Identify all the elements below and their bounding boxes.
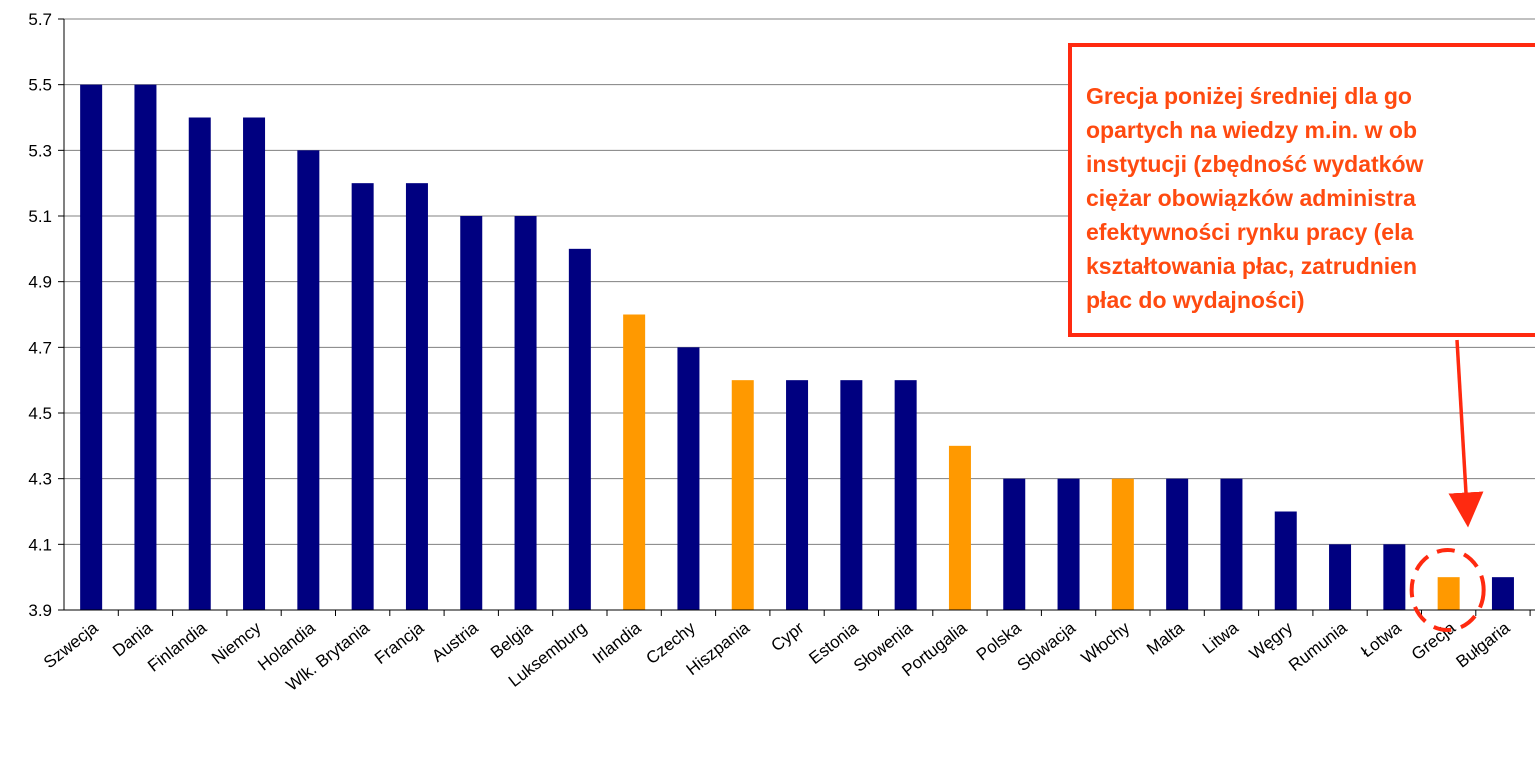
x-tick-label: Dania: [109, 618, 156, 661]
x-tick-label: Belgia: [487, 618, 536, 662]
y-tick-label: 3.9: [28, 601, 52, 620]
bar: [731, 380, 754, 610]
y-tick-label: 4.1: [28, 535, 52, 554]
bar: [243, 117, 266, 610]
bar: [1329, 544, 1352, 610]
bar: [1383, 544, 1406, 610]
annotation-box: Grecja poniżej średniej dla go opartych …: [1068, 43, 1535, 337]
bar: [405, 183, 428, 610]
y-tick-label: 5.5: [28, 76, 52, 95]
y-tick-label: 5.7: [28, 10, 52, 29]
bar: [623, 314, 646, 610]
x-tick-label: Malta: [1143, 618, 1188, 659]
x-tick-label: Litwa: [1199, 618, 1242, 658]
bar: [568, 248, 591, 611]
bar: [840, 380, 863, 610]
bar: [1274, 511, 1297, 610]
x-tick-label: Irlandia: [589, 618, 645, 668]
bar: [1220, 478, 1243, 610]
bar: [1166, 478, 1189, 610]
bar: [677, 347, 700, 610]
x-tick-label: Łotwa: [1357, 618, 1405, 661]
x-tick-labels: Szwecja DaniaFinlandiaNiemcyHolandiaWlk. …: [40, 618, 1514, 695]
bar: [1003, 478, 1026, 610]
bar: [1491, 577, 1514, 610]
bar: [514, 216, 537, 610]
axes: [58, 18, 1535, 616]
bar: [894, 380, 917, 610]
x-tick-label: Cypr: [768, 618, 808, 655]
bar: [80, 84, 103, 610]
y-tick-label: 4.3: [28, 470, 52, 489]
y-tick-labels: 5.7 5.5 5.3 5.1 4.9 4.7 4.5 4.3 4.1 3.9: [28, 10, 52, 620]
x-tick-label: Austria: [428, 618, 482, 666]
x-tick-label: Słowacja: [1014, 618, 1080, 675]
bar: [188, 117, 211, 610]
y-tick-label: 5.3: [28, 141, 52, 160]
bar: [460, 216, 483, 610]
bar: [134, 84, 157, 610]
bar: [1057, 478, 1080, 610]
bar: [1437, 577, 1460, 610]
bar: [297, 150, 320, 611]
y-tick-label: 4.9: [28, 273, 52, 292]
bar: [786, 380, 809, 610]
x-tick-label: Francja: [371, 618, 428, 668]
x-tick-label: Rumunia: [1285, 618, 1351, 675]
annotation-arrow: [1448, 339, 1484, 528]
annotation-marks: [1409, 339, 1486, 632]
bar: [948, 445, 971, 610]
x-tick-label: Szwecja: [40, 618, 102, 672]
highlight-ellipse: [1409, 548, 1486, 632]
x-tick-label: Włochy: [1078, 618, 1134, 668]
x-tick-label: Finlandia: [144, 618, 210, 676]
bar: [351, 183, 374, 610]
bars: [80, 84, 1514, 611]
bar: [1111, 478, 1134, 610]
y-tick-label: 4.7: [28, 338, 52, 357]
y-tick-label: 5.1: [28, 207, 52, 226]
y-tick-label: 4.5: [28, 404, 52, 423]
annotation-text: Grecja poniżej średniej dla go opartych …: [1086, 83, 1424, 313]
